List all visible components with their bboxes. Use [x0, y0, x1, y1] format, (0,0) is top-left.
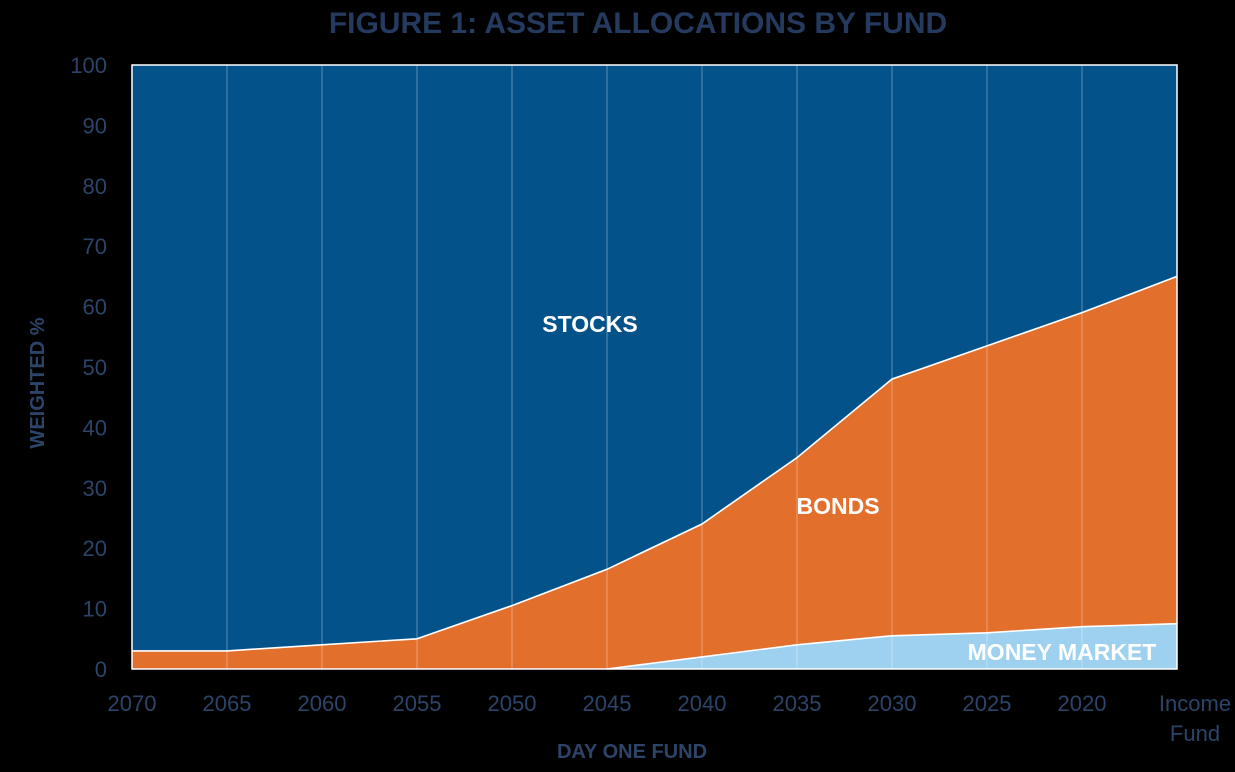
- series-boundary-line: [132, 275, 1178, 652]
- y-tick-label: 70: [83, 234, 107, 259]
- x-axis-title: DAY ONE FUND: [557, 741, 707, 763]
- plot-border: [131, 64, 1178, 670]
- x-tick-label: 2050: [488, 691, 537, 716]
- x-tick-label: 2045: [583, 691, 632, 716]
- x-tick-label: 2030: [868, 691, 917, 716]
- x-tick-label: 2070: [108, 691, 157, 716]
- area-bonds: [132, 276, 1177, 669]
- x-tick-label: 2065: [203, 691, 252, 716]
- y-tick-label: 10: [83, 597, 107, 622]
- y-tick-label: 80: [83, 174, 107, 199]
- x-tick-label: 2060: [298, 691, 347, 716]
- y-tick-label: 100: [70, 53, 107, 78]
- x-tick-label: 2020: [1058, 691, 1107, 716]
- area-label-bonds: BONDS: [796, 493, 879, 519]
- area-label-money-market: MONEY MARKET: [968, 639, 1157, 665]
- x-tick-label: 2040: [678, 691, 727, 716]
- y-tick-label: 60: [83, 295, 107, 320]
- x-tick-label: 2055: [393, 691, 442, 716]
- y-tick-label: 40: [83, 415, 107, 440]
- chart-title: FIGURE 1: ASSET ALLOCATIONS BY FUND: [329, 7, 947, 40]
- y-tick-label: 50: [83, 355, 107, 380]
- y-tick-label: 90: [83, 113, 107, 138]
- series-boundary-line: [606, 622, 1178, 670]
- area-money-market: [132, 623, 1177, 669]
- y-tick-label: 0: [95, 657, 107, 682]
- y-tick-label: 20: [83, 536, 107, 561]
- x-tick-label: 2025: [963, 691, 1012, 716]
- area-label-stocks: STOCKS: [542, 311, 637, 337]
- x-tick-label: Income Fund: [1159, 691, 1231, 746]
- y-axis-title: WEIGHTED %: [27, 317, 49, 448]
- x-tick-label: 2035: [773, 691, 822, 716]
- area-stocks: [132, 65, 1177, 651]
- y-tick-label: 30: [83, 476, 107, 501]
